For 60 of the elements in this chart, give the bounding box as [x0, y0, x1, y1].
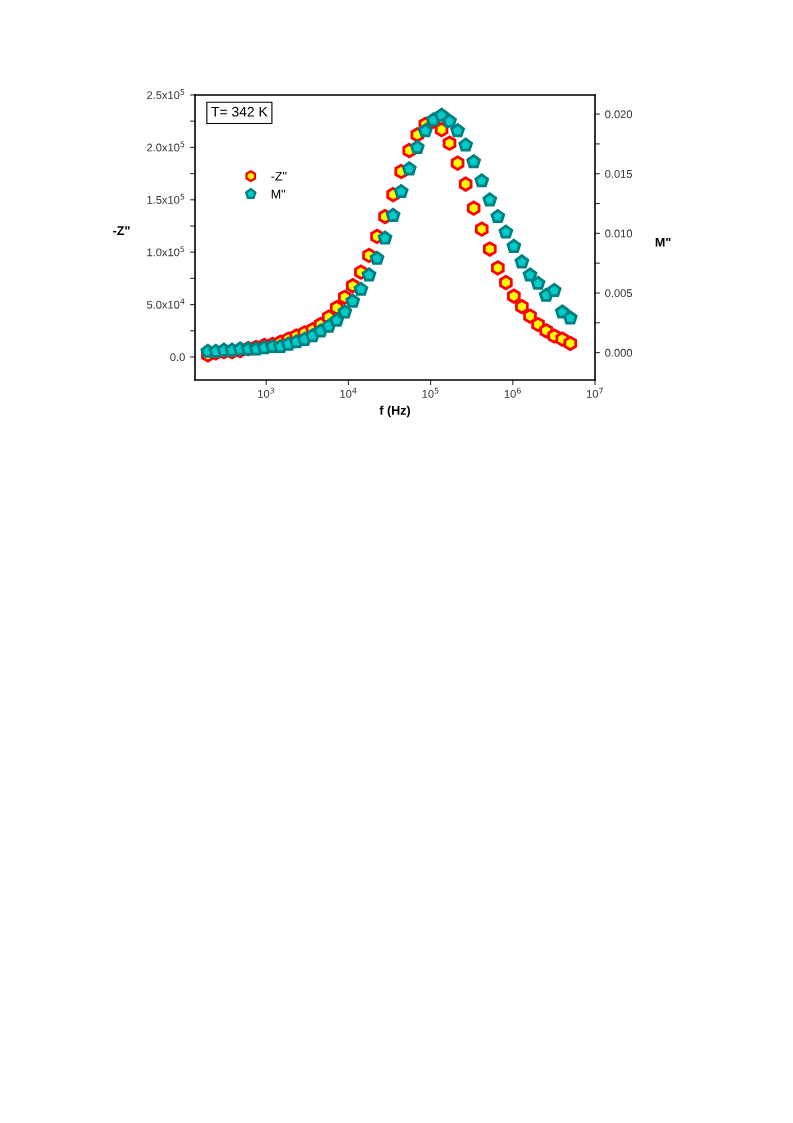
point	[385, 207, 401, 222]
point	[337, 304, 353, 319]
point	[345, 293, 361, 308]
point	[458, 176, 473, 192]
point	[450, 123, 465, 138]
legend-label: M"	[271, 189, 286, 199]
point	[329, 312, 345, 327]
y-tick-label: 1.0x10$^{5}$	[147, 246, 185, 257]
point	[530, 275, 546, 290]
y-tick-label: 0.0	[170, 353, 185, 362]
x-tick-label: 10$^{7}$	[586, 387, 603, 398]
point	[490, 209, 506, 224]
y-tick-label: 2.0x10$^{5}$	[147, 141, 185, 152]
y2-tick-label: 0.015	[605, 169, 633, 178]
point	[401, 161, 417, 176]
point	[507, 288, 521, 304]
point	[506, 238, 522, 253]
point	[474, 221, 489, 237]
y-tick-label: 2.5x10$^{5}$	[147, 89, 185, 100]
point	[474, 173, 490, 188]
point	[450, 155, 465, 171]
point	[499, 274, 513, 291]
point	[546, 282, 562, 298]
x-tick-label: 10$^{4}$	[340, 387, 357, 398]
y-axis-title: -Z"	[113, 226, 130, 235]
y2-tick-label: 0.005	[605, 289, 633, 298]
y-tick-label: 1.5x10$^{5}$	[147, 193, 185, 204]
point	[482, 241, 497, 257]
point	[491, 260, 505, 276]
x-tick-label: 10$^{6}$	[504, 387, 521, 398]
y2-axis-title: M"	[655, 237, 671, 247]
point	[482, 192, 498, 207]
point	[393, 183, 409, 199]
x-tick-label: 10$^{5}$	[422, 387, 439, 398]
point	[369, 250, 385, 265]
x-axis-title: f (Hz)	[379, 405, 410, 418]
point	[361, 267, 377, 282]
point	[442, 113, 457, 128]
point	[409, 139, 425, 154]
x-tick-label: 10$^{3}$	[258, 387, 275, 398]
point	[458, 137, 473, 152]
point	[466, 200, 481, 216]
point	[418, 123, 433, 138]
point	[353, 281, 369, 296]
point	[466, 154, 481, 169]
point	[522, 267, 538, 282]
point	[377, 230, 393, 245]
y2-tick-label: 0.020	[605, 110, 633, 119]
point	[442, 135, 457, 151]
point	[563, 335, 578, 351]
point	[515, 299, 529, 315]
annotation: T= 342 K	[211, 106, 268, 117]
point	[498, 224, 514, 239]
y2-tick-label: 0.010	[605, 229, 633, 238]
point	[523, 308, 537, 324]
point	[514, 254, 530, 269]
legend-label: -Z"	[271, 171, 287, 181]
y2-tick-label: 0.000	[605, 348, 633, 357]
point	[562, 310, 578, 325]
y-tick-label: 5.0x10$^{4}$	[146, 298, 185, 309]
